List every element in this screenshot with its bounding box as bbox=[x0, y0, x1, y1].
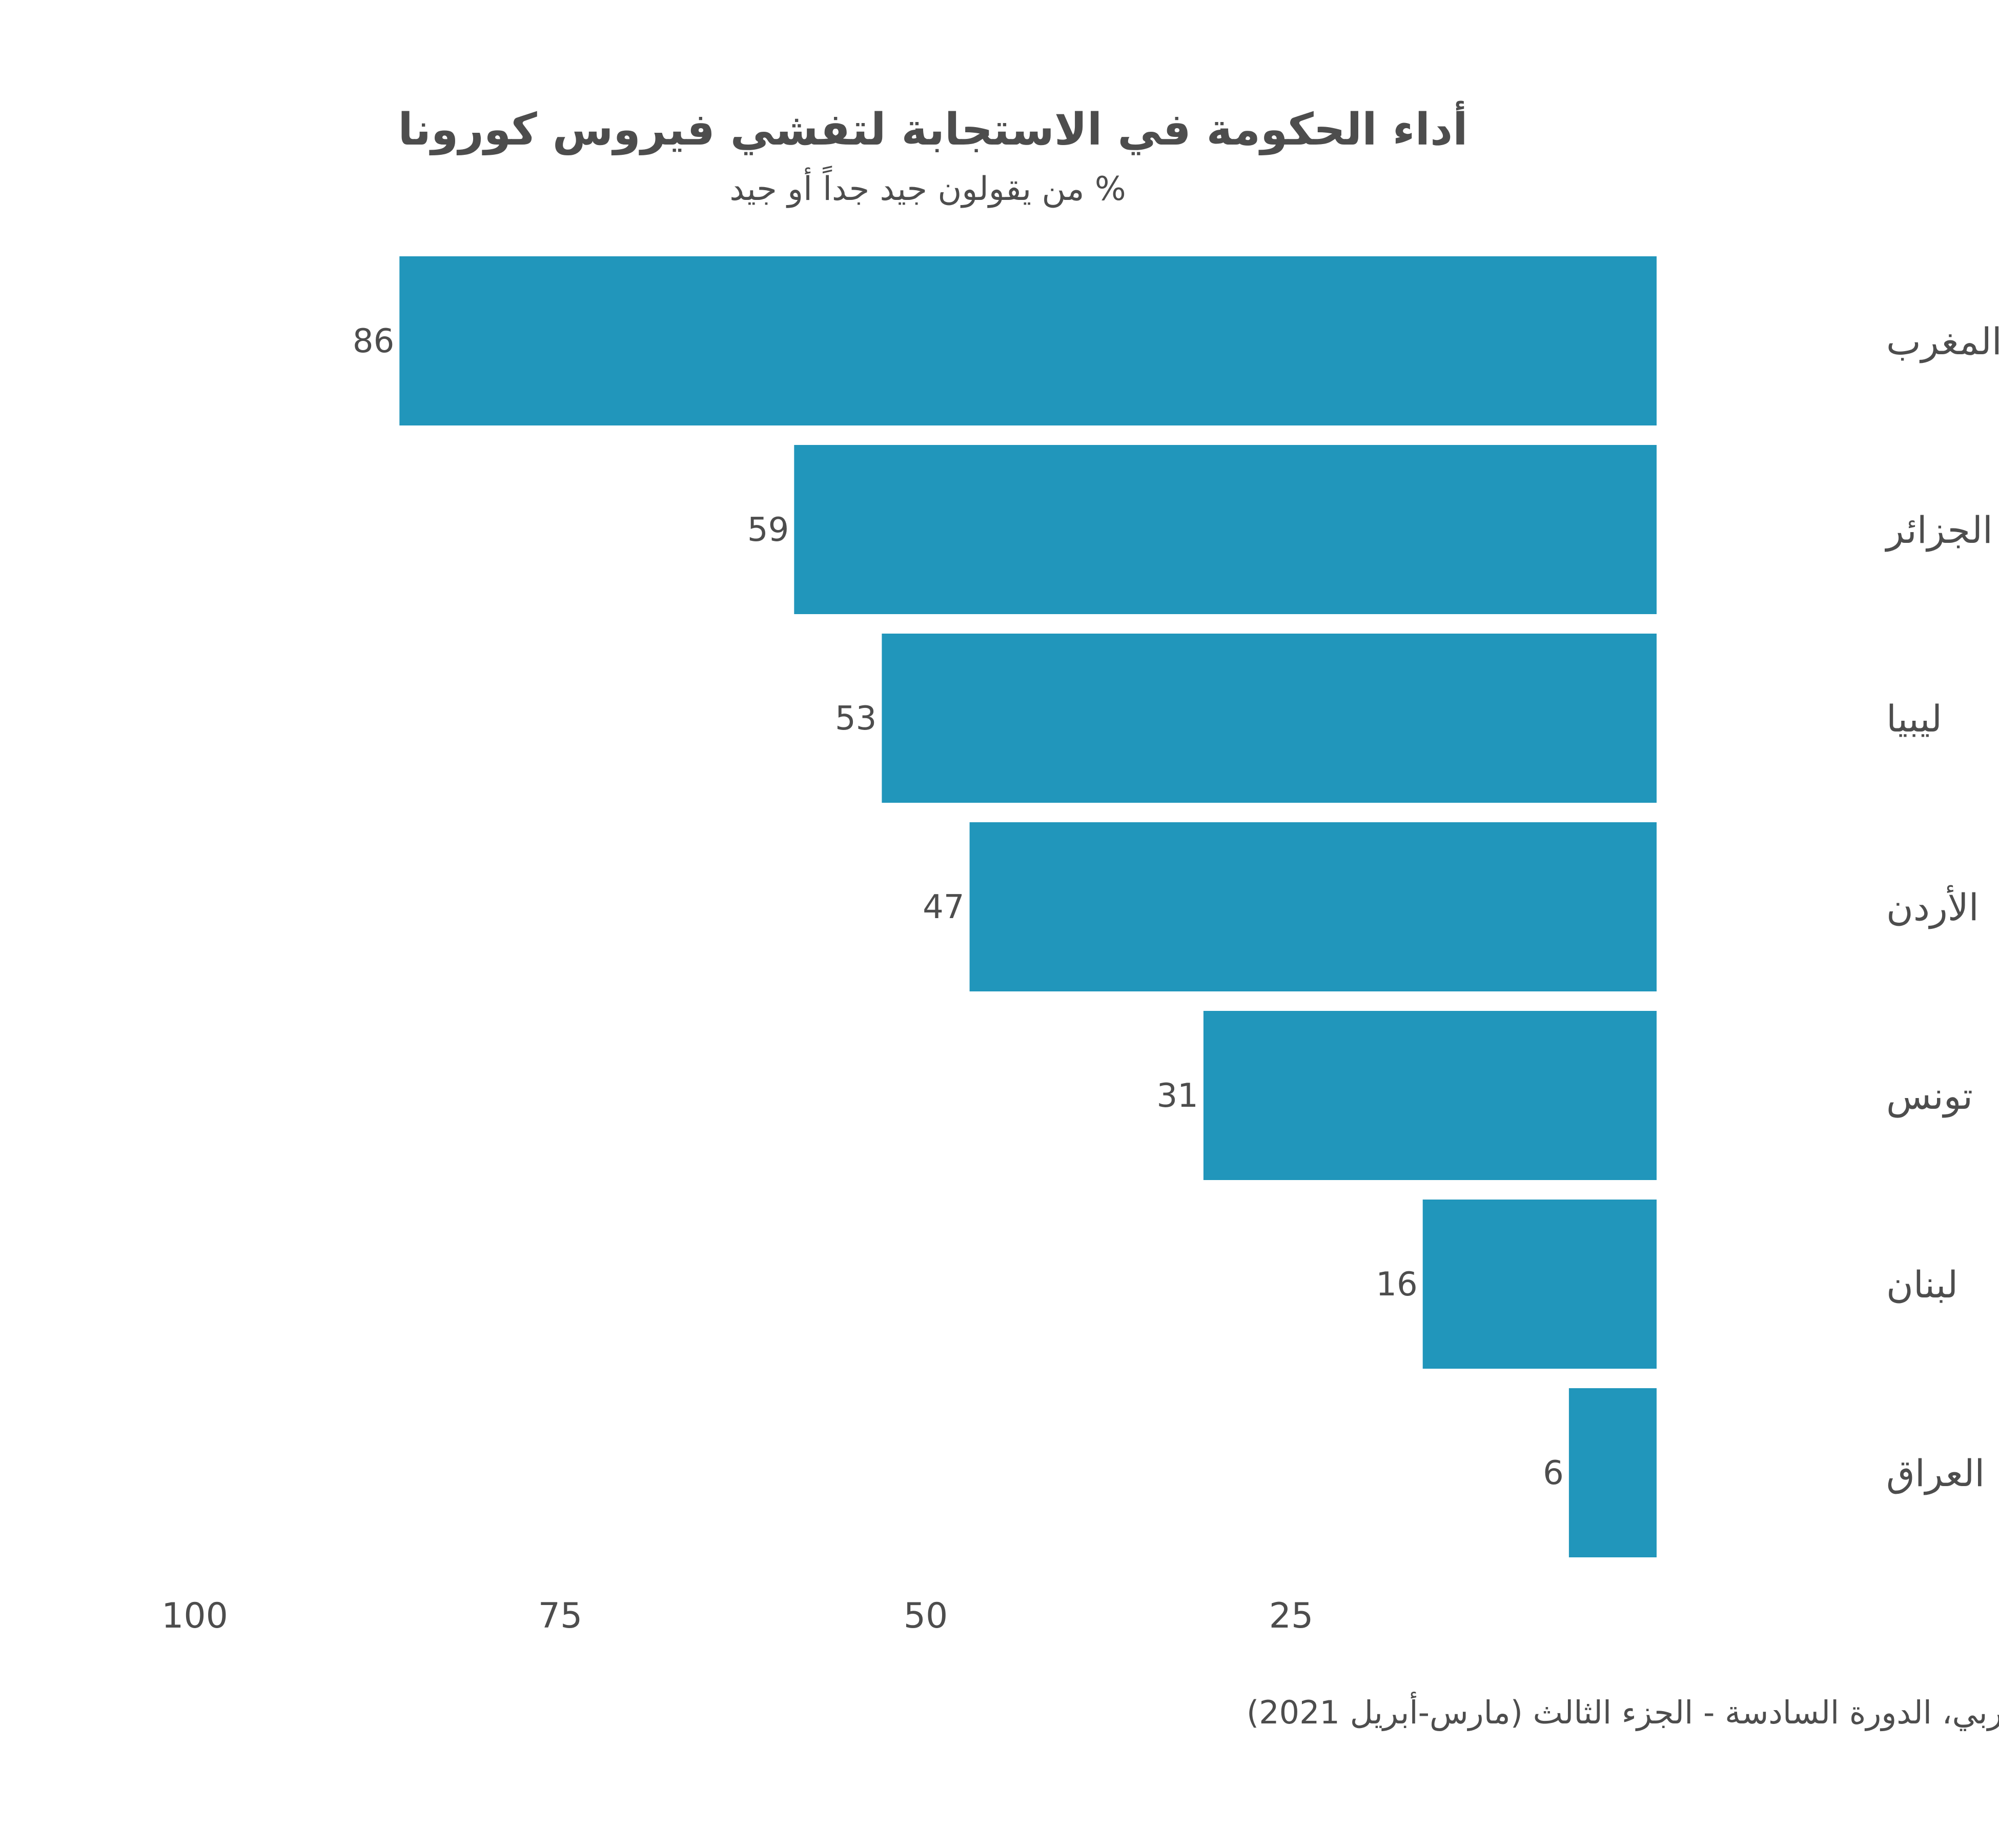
bar-value-label: 31 bbox=[1156, 1077, 1198, 1115]
category-labels-group: المغرب الجزائر ليبيا الأردن تونس لبنان العراق bbox=[1885, 320, 1999, 1495]
x-axis-ticks: 100 75 50 25 bbox=[161, 1596, 1313, 1636]
category-label: ليبيا bbox=[1886, 697, 1942, 740]
x-tick-label: 75 bbox=[538, 1596, 583, 1636]
chart-title: أداء الحكومة في الاستجابة لتفشي فيروس كو… bbox=[398, 100, 1467, 155]
bar bbox=[794, 445, 1657, 614]
bar bbox=[1423, 1200, 1657, 1369]
bar bbox=[1204, 1011, 1657, 1180]
bar bbox=[1569, 1388, 1657, 1557]
category-label: الجزائر bbox=[1885, 509, 1993, 552]
chart-subtitle: % من يقولون جيد جداً أو جيد bbox=[729, 166, 1126, 208]
category-label: العراق bbox=[1886, 1452, 1985, 1495]
x-tick-label: 100 bbox=[161, 1596, 228, 1636]
bar-value-label: 16 bbox=[1376, 1266, 1417, 1304]
bar bbox=[399, 256, 1657, 425]
x-tick-label: 25 bbox=[1269, 1596, 1314, 1636]
bar bbox=[882, 634, 1657, 803]
source-note: الباروميتر العربي، الدورة السادسة - الجز… bbox=[1247, 1692, 1999, 1731]
bar-value-label: 6 bbox=[1543, 1454, 1564, 1492]
bar-value-label: 53 bbox=[835, 700, 876, 738]
category-label: الأردن bbox=[1886, 885, 1979, 929]
x-tick-label: 50 bbox=[904, 1596, 948, 1636]
bar-value-label: 59 bbox=[747, 511, 789, 549]
bar bbox=[970, 822, 1657, 991]
bar-value-label: 86 bbox=[353, 322, 394, 360]
bars-group bbox=[399, 256, 1657, 1557]
category-label: لبنان bbox=[1886, 1263, 1958, 1306]
category-label: المغرب bbox=[1886, 320, 1999, 363]
category-label: تونس bbox=[1886, 1074, 1973, 1118]
bar-value-label: 47 bbox=[923, 888, 964, 926]
